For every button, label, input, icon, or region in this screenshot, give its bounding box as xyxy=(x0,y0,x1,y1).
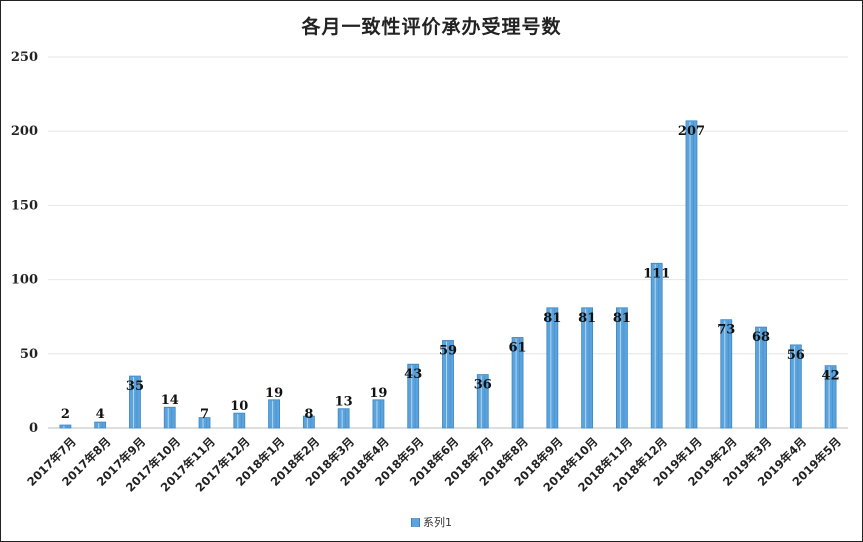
bar-body xyxy=(59,424,72,429)
bar xyxy=(129,375,141,429)
y-tick-label: 200 xyxy=(11,124,38,139)
bar xyxy=(163,406,176,429)
bar xyxy=(268,399,280,429)
bar xyxy=(442,340,454,429)
bar xyxy=(94,421,107,429)
bar-body xyxy=(268,399,280,429)
data-label: 8 xyxy=(304,407,313,422)
bar xyxy=(755,326,767,429)
data-label: 36 xyxy=(474,378,492,393)
bar xyxy=(511,337,524,429)
bar xyxy=(581,307,594,429)
data-labels: 2 4 35 14 7 10 19 8 13 19 43 59 36 61 81 81 81 111 207 73 68… xyxy=(61,124,840,422)
data-label: 19 xyxy=(369,386,387,401)
data-label: 10 xyxy=(230,399,248,414)
data-label: 207 xyxy=(678,124,705,139)
bar xyxy=(407,363,420,429)
bar xyxy=(616,307,628,429)
data-label: 73 xyxy=(717,323,735,338)
bar xyxy=(546,307,559,429)
y-tick-label: 0 xyxy=(29,421,38,436)
chart-title: 各月一致性评价承办受理号数 xyxy=(301,16,562,38)
bar xyxy=(685,120,698,429)
bar-body xyxy=(94,421,107,429)
bar-body xyxy=(650,262,663,429)
bar xyxy=(59,424,72,429)
bar xyxy=(198,417,211,429)
data-label: 13 xyxy=(335,395,353,410)
data-label: 56 xyxy=(787,348,805,363)
data-label: 42 xyxy=(822,369,840,384)
y-axis-ticks: 0 50 100 150 200 250 xyxy=(11,50,38,436)
data-label: 4 xyxy=(96,407,105,422)
bar-body xyxy=(720,319,733,429)
bar-body xyxy=(198,417,211,429)
bar-body xyxy=(685,120,698,429)
bar xyxy=(302,415,315,429)
bar-body xyxy=(511,337,524,429)
bar-body xyxy=(302,415,315,429)
bar-body xyxy=(129,375,141,429)
y-tick-label: 250 xyxy=(11,50,38,65)
data-label: 81 xyxy=(578,311,596,326)
legend: 系列1 xyxy=(0,514,863,530)
bar-body xyxy=(789,344,802,429)
legend-label: 系列1 xyxy=(423,516,452,529)
data-label: 2 xyxy=(61,407,70,422)
data-label: 81 xyxy=(613,311,631,326)
data-label: 59 xyxy=(439,343,457,358)
bar xyxy=(476,374,489,429)
bar xyxy=(372,399,385,429)
y-tick-label: 150 xyxy=(11,198,38,213)
data-label: 61 xyxy=(509,340,527,355)
data-label: 111 xyxy=(643,266,670,281)
bar-body xyxy=(337,408,350,429)
data-label: 7 xyxy=(200,407,209,422)
legend-swatch xyxy=(411,518,420,527)
bar-body xyxy=(407,363,420,429)
bar-body xyxy=(233,412,246,429)
data-label: 81 xyxy=(543,311,561,326)
data-label: 68 xyxy=(752,330,770,345)
bar-body xyxy=(616,307,628,429)
data-label: 19 xyxy=(265,386,283,401)
bar xyxy=(233,412,246,429)
bar-body xyxy=(476,374,489,429)
data-label: 14 xyxy=(161,393,179,408)
bar-body xyxy=(372,399,385,429)
bar-body xyxy=(824,365,837,429)
x-axis-ticks: 2017年7月2017年8月2017年9月2017年10月2017年11月201… xyxy=(24,434,844,494)
bar-body xyxy=(442,340,454,429)
bars xyxy=(59,120,837,429)
bar-body xyxy=(163,406,176,429)
bar xyxy=(789,344,802,429)
y-tick-label: 50 xyxy=(20,347,38,362)
bar xyxy=(824,365,837,429)
bar xyxy=(650,262,663,429)
y-tick-label: 100 xyxy=(11,273,38,288)
data-label: 35 xyxy=(126,379,144,394)
bar xyxy=(337,408,350,429)
bar-body xyxy=(546,307,559,429)
bar-body xyxy=(755,326,767,429)
bar-body xyxy=(581,307,594,429)
bar xyxy=(720,319,733,429)
data-label: 43 xyxy=(404,367,422,382)
